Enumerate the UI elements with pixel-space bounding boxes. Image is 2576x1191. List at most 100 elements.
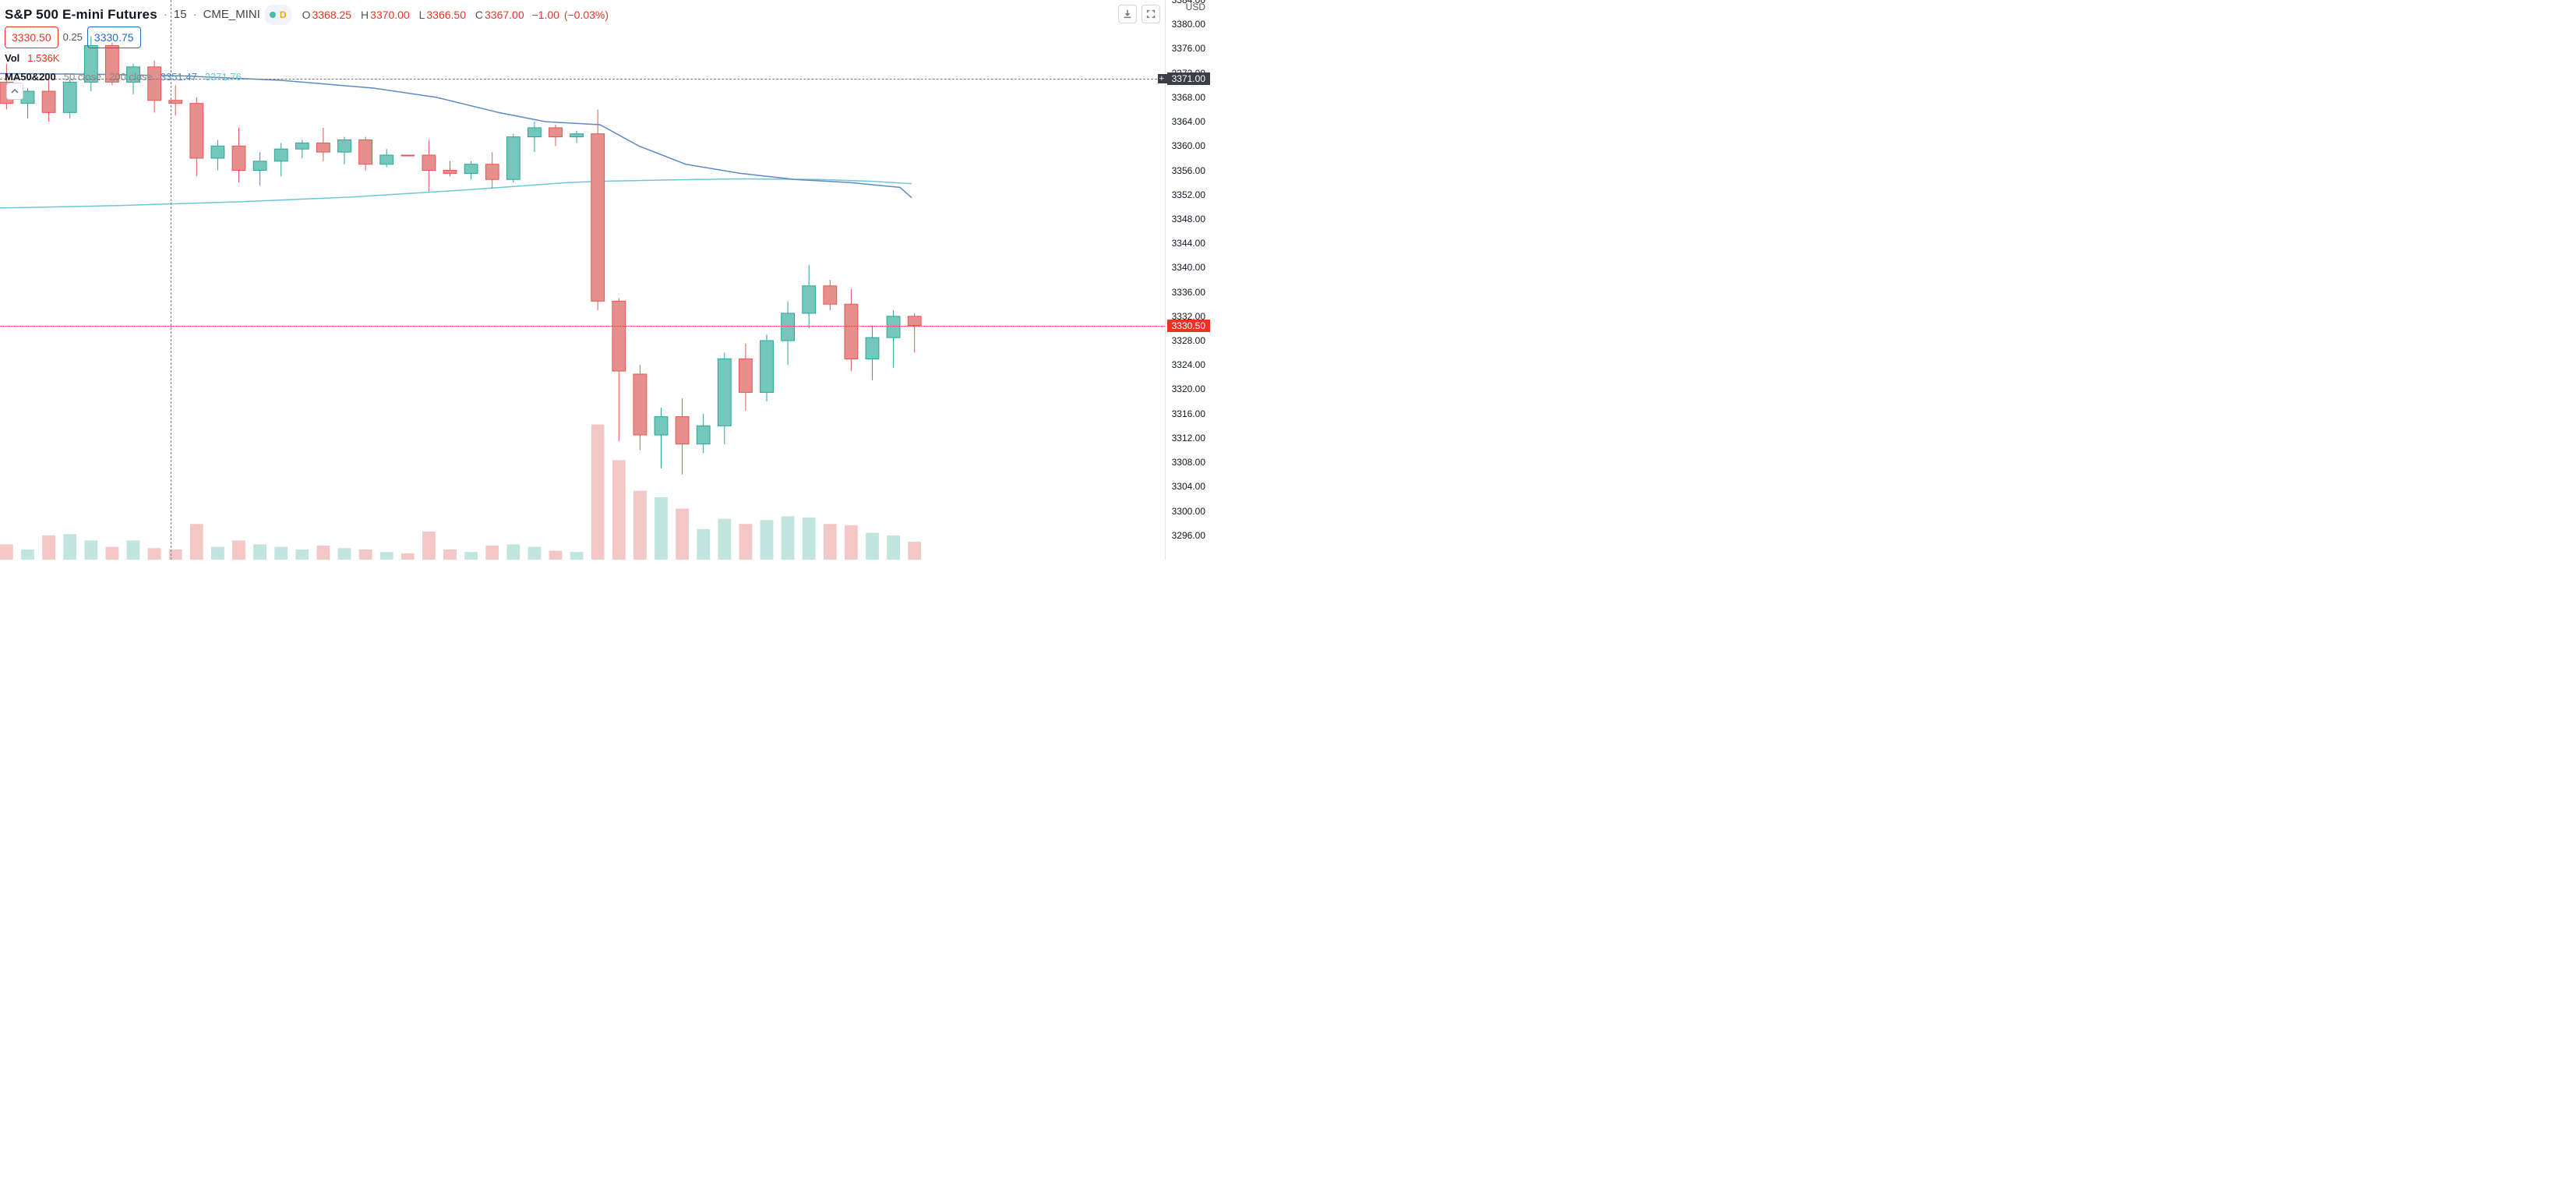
interval-label[interactable]: 15 [174, 6, 187, 23]
price-tick-label: 3380.00 [1172, 19, 1205, 30]
volume-bar [760, 520, 774, 560]
price-tick-label: 3384.00 [1172, 0, 1205, 5]
price-tick-label: 3312.00 [1172, 433, 1205, 444]
ohlc-change: −1.00 [532, 9, 559, 21]
volume-bar [697, 529, 710, 560]
price-tick-label: 3300.00 [1172, 506, 1205, 517]
bid-price-box[interactable]: 3330.50 [5, 27, 58, 48]
volume-bar [718, 519, 731, 560]
candle-body [612, 301, 626, 371]
candle-body [422, 155, 436, 171]
candle-body [253, 161, 266, 171]
price-axis[interactable]: USD 3384.003380.003376.003372.003368.003… [1165, 0, 1210, 560]
ma-indicator-legend[interactable]: MA50&200 50 close 200 close 3351.47 3371… [5, 69, 609, 86]
volume-bar [676, 509, 689, 560]
bid-ask-spread: 0.25 [63, 29, 83, 46]
candle-body [718, 359, 731, 426]
volume-bar [485, 546, 499, 560]
price-tick-label: 3344.00 [1172, 238, 1205, 249]
candle-body [803, 286, 816, 313]
price-tick-label: 3320.00 [1172, 383, 1205, 394]
volume-bar [633, 491, 647, 560]
candle-body [782, 313, 795, 341]
volume-bar [612, 460, 626, 560]
volume-bar [887, 535, 900, 560]
candle-body [211, 146, 224, 158]
volume-bar [380, 552, 393, 560]
volume-bar [908, 542, 921, 560]
volume-bar [866, 533, 879, 560]
volume-bar [506, 544, 520, 560]
volume-bar [739, 524, 753, 560]
volume-bar [655, 497, 668, 560]
price-tick-label: 3368.00 [1172, 92, 1205, 103]
candle-body [443, 171, 457, 174]
ma200-line [0, 178, 912, 207]
volume-bar [63, 534, 76, 560]
volume-bar [591, 425, 605, 560]
exchange-label: CME_MINI [203, 6, 260, 23]
candle-body [528, 128, 542, 137]
price-tick-label: 3304.00 [1172, 481, 1205, 492]
candle-body [274, 149, 288, 161]
volume-bar [253, 544, 266, 560]
volume-bar [295, 550, 309, 560]
crosshair-price-tag: +3371.00 [1167, 72, 1210, 85]
volume-bar [443, 550, 457, 560]
fullscreen-button[interactable] [1142, 5, 1160, 23]
snapshot-button[interactable] [1118, 5, 1137, 23]
chevron-up-icon [10, 87, 19, 96]
candle-body [824, 286, 837, 304]
volume-bar [845, 525, 858, 560]
price-tick-label: 3336.00 [1172, 287, 1205, 298]
ohlc-close: 3367.00 [485, 9, 524, 21]
ohlc-readout: O3368.25 H3370.00 L3366.50 C3367.00 −1.0… [296, 6, 609, 23]
price-tick-label: 3376.00 [1172, 43, 1205, 54]
volume-bar [824, 524, 837, 560]
market-status-dot-icon [270, 12, 276, 18]
candle-body [317, 143, 330, 152]
candle-body [295, 143, 309, 149]
candle-body [845, 304, 858, 359]
last-price-line [0, 326, 1165, 327]
fullscreen-icon [1145, 9, 1156, 19]
volume-indicator-legend[interactable]: Vol 1.536K [5, 50, 609, 67]
price-tick-label: 3364.00 [1172, 116, 1205, 127]
candle-body [739, 359, 753, 392]
volume-bar [148, 548, 161, 560]
volume-bar [803, 518, 816, 560]
download-arrow-icon [1122, 9, 1133, 19]
volume-bar [570, 552, 584, 560]
candle-body [506, 137, 520, 180]
candle-body [591, 134, 605, 302]
candle-body [866, 338, 879, 359]
delayed-flag-icon: D [280, 6, 287, 23]
ma50-value: 3351.47 [161, 69, 197, 86]
candle-body [697, 426, 710, 444]
ohlc-low: 3366.50 [426, 9, 466, 21]
chart-legend: S&P 500 E-mini Futures · 15 · CME_MINI D… [5, 5, 609, 87]
collapse-indicators-button[interactable] [6, 83, 23, 100]
volume-bar [401, 553, 415, 560]
volume-value: 1.536K [27, 50, 59, 67]
candle-body [633, 374, 647, 435]
ohlc-high: 3370.00 [370, 9, 410, 21]
volume-bar [528, 547, 542, 560]
candle-body [359, 140, 372, 164]
candle-body [380, 155, 393, 164]
volume-bar [0, 544, 13, 560]
ask-price-box[interactable]: 3330.75 [87, 27, 141, 48]
last-price-tag: 3330.50 [1167, 320, 1210, 332]
volume-bar [464, 552, 478, 560]
price-tick-label: 3360.00 [1172, 140, 1205, 151]
price-tick-label: 3348.00 [1172, 214, 1205, 224]
candle-body [676, 417, 689, 444]
symbol-title[interactable]: S&P 500 E-mini Futures [5, 6, 157, 23]
candle-body [232, 146, 245, 170]
candle-body [42, 91, 55, 112]
volume-bar [338, 548, 351, 560]
volume-bar [42, 535, 55, 560]
price-tick-label: 3296.00 [1172, 530, 1205, 541]
volume-bar [422, 532, 436, 560]
volume-bar [359, 550, 372, 560]
